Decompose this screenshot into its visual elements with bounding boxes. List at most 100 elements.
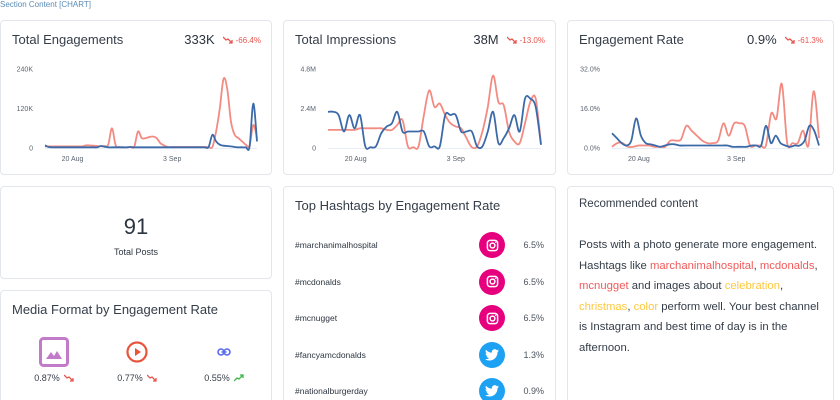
y-tick-label: 0.0%	[584, 146, 600, 153]
x-tick-label: 3 Sep	[163, 156, 181, 163]
kpi: 333K -66.4%	[184, 32, 261, 47]
media-item-video: 0.77%	[102, 335, 172, 383]
series-line-previous	[328, 74, 542, 150]
y-tick-label: 240K	[17, 67, 34, 74]
card-title: Top Hashtags by Engagement Rate	[295, 198, 501, 213]
kpi-change: -61.3%	[784, 35, 823, 45]
hashtag-value: 6.5%	[523, 240, 544, 250]
highlight-topic: christmas	[579, 300, 628, 313]
y-tick-label: 4.8M	[300, 67, 316, 74]
hashtag-value: 6.5%	[523, 313, 544, 323]
total-posts-value: 91	[123, 214, 149, 239]
section-label: Section Content [CHART]	[0, 0, 92, 9]
highlight-hashtag: marchanimalhospital	[649, 259, 754, 272]
hashtag-name: #mcdonalds	[295, 276, 341, 287]
trend-down-icon	[784, 36, 795, 44]
link-icon	[189, 335, 259, 369]
trend-down-icon	[146, 374, 157, 382]
media-value: 0.55%	[204, 373, 230, 383]
hashtag-name: #marchanimalhospital	[295, 240, 378, 250]
kpi: 0.9% -61.3%	[747, 32, 823, 47]
y-tick-label: 0	[312, 146, 316, 153]
text-segment: Posts with a photo generate more engagem…	[579, 239, 818, 272]
hashtag-name: #mcnugget	[295, 313, 338, 323]
media-value: 0.87%	[34, 373, 60, 383]
top-hashtags-card: Top Hashtags by Engagement Rate #marchan…	[283, 186, 556, 400]
media-item-photo: 0.87%	[19, 335, 89, 383]
series-line-current	[327, 94, 542, 150]
card-title: Total Impressions	[295, 32, 397, 47]
highlight-topic: celebration	[724, 280, 780, 292]
instagram-icon	[479, 232, 505, 258]
series-line-current	[611, 117, 820, 148]
hashtag-row: #mcdonalds 6.5%	[295, 267, 544, 297]
x-tick-label: 3 Sep	[447, 156, 465, 163]
hashtag-name: #nationalburgerday	[295, 386, 368, 396]
y-tick-label: 2.4M	[300, 106, 316, 113]
series-line-previous	[611, 82, 820, 149]
twitter-icon	[479, 378, 505, 400]
card-title: Media Format by Engagement Rate	[12, 302, 218, 317]
video-icon	[102, 335, 172, 369]
text-segment: and images about	[628, 280, 725, 292]
total-impressions-card: Total Impressions 38M -13.0% 0 2.4M 4.8M 20…	[283, 20, 556, 175]
card-title: Recommended content	[579, 198, 698, 210]
kpi-change-value: -66.4%	[235, 35, 261, 45]
x-tick-label: 20 Aug	[345, 156, 367, 163]
y-tick-label: 120K	[17, 106, 34, 113]
total-posts-card: 91 Total Posts	[0, 186, 272, 279]
card-title: Total Engagements	[12, 32, 124, 47]
recommended-content-card: Recommended content Posts with a photo g…	[567, 186, 834, 400]
text-segment: ,	[779, 280, 784, 292]
total-engagements-card: Total Engagements 333K -66.4% 0 120K 240K 2…	[0, 20, 272, 175]
hashtag-name: #fancyamcdonalds	[295, 349, 366, 360]
instagram-icon	[479, 268, 505, 295]
highlight-topic: color	[633, 300, 659, 313]
recommendation-text: Posts with a photo generate more engagem…	[579, 235, 822, 358]
instagram-icon	[479, 305, 505, 331]
series-line-previous	[45, 77, 258, 150]
kpi-value: 0.9%	[747, 32, 777, 47]
card-title: Engagement Rate	[579, 32, 684, 47]
y-tick-label: 0	[29, 146, 33, 153]
kpi-change: -13.0%	[506, 35, 545, 45]
series-line-current	[44, 102, 258, 151]
hashtag-value: 6.5%	[523, 276, 544, 287]
engagement-rate-chart: 0.0% 16.0% 32.0% 20 Aug 3 Sep	[580, 67, 820, 163]
hashtag-row: #nationalburgerday 0.9%	[295, 376, 544, 400]
photo-icon	[19, 335, 89, 369]
trend-down-icon	[222, 36, 233, 44]
x-tick-label: 20 Aug	[628, 156, 650, 163]
engagement-rate-card: Engagement Rate 0.9% -61.3% 0.0% 16.0% 32.…	[567, 20, 834, 175]
y-tick-label: 16.0%	[580, 106, 600, 113]
media-item-link: 0.55%	[189, 335, 259, 383]
hashtag-row: #fancyamcdonalds 1.3%	[295, 340, 544, 370]
text-segment: ,	[627, 300, 634, 313]
impressions-chart: 0 2.4M 4.8M 20 Aug 3 Sep	[300, 67, 542, 163]
text-segment: perform well. Your best channel is Insta…	[579, 300, 819, 354]
kpi-change-value: -61.3%	[797, 35, 823, 45]
total-posts-label: Total Posts	[113, 247, 159, 257]
hashtag-value: 0.9%	[523, 386, 544, 396]
trend-down-icon	[506, 36, 517, 44]
kpi-change-value: -13.0%	[519, 35, 545, 45]
kpi: 38M -13.0%	[473, 32, 545, 47]
engagements-chart: 0 120K 240K 20 Aug 3 Sep	[17, 67, 258, 163]
kpi-value: 333K	[184, 32, 215, 47]
trend-down-icon	[63, 374, 74, 382]
x-tick-label: 20 Aug	[62, 156, 84, 163]
hashtag-row: #mcnugget 6.5%	[295, 303, 544, 333]
twitter-icon	[479, 341, 505, 368]
hashtag-value: 1.3%	[523, 349, 544, 360]
media-format-card: Media Format by Engagement Rate 0.87% 0.…	[0, 290, 272, 400]
text-segment: ,	[753, 259, 760, 272]
y-tick-label: 32.0%	[580, 67, 600, 74]
text-segment: ,	[814, 259, 818, 272]
highlight-hashtag: mcdonalds	[759, 259, 815, 272]
hashtag-row: #marchanimalhospital 6.5%	[295, 230, 544, 260]
x-tick-label: 3 Sep	[727, 156, 745, 163]
kpi-change: -66.4%	[222, 35, 261, 45]
trend-up-icon	[233, 374, 244, 382]
highlight-hashtag: mcnugget	[579, 280, 629, 292]
kpi-value: 38M	[473, 32, 499, 47]
